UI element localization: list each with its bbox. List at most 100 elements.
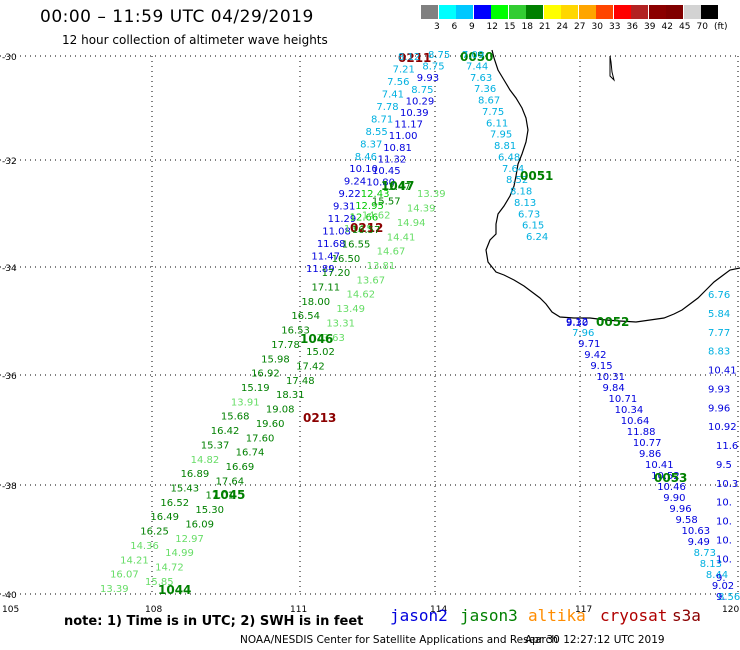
satellite-legend-s3a: s3a: [672, 606, 701, 625]
wave-height-label: 9.: [716, 592, 726, 603]
map-title: 00:00 – 11:59 UTC 04/29/2019: [40, 7, 314, 27]
wave-height-label: 14.72: [155, 562, 184, 573]
scale-label: 33: [609, 22, 621, 32]
scale-swatch: [613, 5, 631, 19]
satellite-legend-jason3: jason3: [460, 606, 518, 625]
wave-height-label: 10.34: [615, 405, 644, 416]
wave-height-label: 11.32: [378, 154, 407, 165]
wave-height-label: 15.85: [145, 577, 174, 588]
wave-height-label: 7.21: [393, 64, 415, 75]
wave-height-label: 15.43: [171, 484, 200, 495]
wave-height-label: 16.53: [281, 326, 310, 337]
lon-tick-label: 117: [575, 605, 592, 615]
scale-swatch: [578, 5, 596, 19]
wave-height-label: 9.30: [566, 318, 588, 329]
wave-height-label: 16.74: [236, 448, 265, 459]
wave-height-label: 9.93: [417, 73, 439, 84]
wave-height-label: 13.91: [231, 397, 260, 408]
wave-height-label: 9.49: [688, 537, 710, 548]
lat-tick-label: -32: [2, 157, 17, 167]
wave-height-label: 16.89: [181, 469, 210, 480]
wave-height-label: 6.48: [498, 152, 520, 163]
wave-height-label: 7.09: [462, 50, 484, 61]
lon-tick-label: 111: [290, 605, 307, 615]
wave-height-label: 10.10: [349, 164, 378, 175]
lat-tick-label: -34: [2, 264, 17, 274]
wave-height-label: 13.15: [344, 224, 373, 235]
wave-height-label: 19.08: [266, 405, 295, 416]
lat-tick-label: -36: [2, 372, 17, 382]
wave-height-label: 17.11: [312, 283, 341, 294]
wave-height-label: 7.56: [387, 77, 409, 88]
wave-height-label: 11.00: [389, 131, 418, 142]
wave-height-label: 8.81: [494, 141, 516, 152]
lon-tick-label: 114: [430, 605, 447, 615]
wave-height-label: 10.63: [682, 526, 711, 537]
scale-label: 15: [504, 22, 516, 32]
scale-swatch: [508, 5, 526, 19]
pass-time-label: 0211: [398, 51, 431, 65]
pass-time-label: 0051: [520, 169, 553, 183]
wave-height-label: 10.81: [383, 143, 412, 154]
wave-height-label: 10.41: [645, 460, 674, 471]
wave-height-label: 7.75: [482, 107, 504, 118]
wave-height-label: 10.64: [621, 416, 650, 427]
satellite-legend-altika: altika: [528, 606, 586, 625]
scale-label: 18: [521, 22, 533, 32]
wave-height-label: 17.42: [296, 361, 325, 372]
wave-height-label: 7.44: [466, 61, 488, 72]
wave-height-label: 14.21: [120, 555, 149, 566]
pass-time-label: 0213: [303, 411, 336, 425]
wave-height-label: 19.60: [256, 419, 285, 430]
wave-height-label: 15.37: [201, 440, 230, 451]
wave-height-label: 9.22: [338, 189, 360, 200]
scale-swatch: [701, 5, 718, 19]
scale-label: 27: [574, 22, 586, 32]
scale-label: 24: [556, 22, 568, 32]
wave-height-label: 17.01: [205, 491, 234, 502]
lon-tick-label: 108: [145, 605, 162, 615]
footer-note-row: note: 1) Time is in UTC; 2) SWH is in fe…: [64, 610, 363, 629]
wave-height-label: 13.67: [357, 275, 386, 286]
track-t1b: 8.758.759.938.7510.2910.3911.1711.0010.8…: [344, 50, 450, 235]
wave-height-label: 10.52: [651, 471, 680, 482]
wave-height-label: 11.47: [311, 252, 340, 263]
wave-height-label: 8.44: [706, 570, 728, 581]
wave-height-label: 9.58: [675, 515, 697, 526]
wave-height-label: 8.52: [506, 175, 528, 186]
track-t4: 9.30 00529.127.969.719.429.1510.319.8410.…: [566, 315, 740, 603]
wave-height-label: 6.73: [518, 209, 540, 220]
map-subtitle: 12 hour collection of altimeter wave hei…: [62, 33, 328, 47]
scale-swatch: [491, 5, 508, 19]
scale-label: 30: [591, 22, 603, 32]
scale-swatch: [648, 5, 666, 19]
wave-height-label: 9.71: [578, 339, 600, 350]
wave-height-label: 9.5: [716, 460, 732, 471]
wave-height-label: 14.41: [387, 232, 416, 243]
wave-height-label: 11.6: [716, 441, 738, 452]
pass-time-label: 0050: [460, 50, 493, 64]
wave-height-label: 11.17: [394, 120, 423, 131]
wave-height-label: 9.31: [333, 202, 355, 213]
wave-height-label: 16.25: [140, 527, 169, 538]
footer-note: note: 1) Time is in UTC; 2) SWH is in fe…: [64, 614, 364, 629]
scale-swatch: [631, 5, 648, 19]
wave-height-label: 8.55: [366, 127, 388, 138]
wave-height-label: 10.46: [657, 482, 686, 493]
lat-tick-label: -38: [2, 482, 17, 492]
wave-height-label: 13.31: [326, 318, 355, 329]
wave-height-label: 7.95: [490, 130, 512, 141]
scale-swatch: [543, 5, 561, 19]
wave-height-label: 8.13: [514, 198, 536, 209]
track-t6: 0213: [303, 411, 336, 425]
wave-height-label: 10.92: [708, 422, 737, 433]
scale-label: 12: [486, 22, 498, 32]
wave-height-label: 8.13: [700, 559, 722, 570]
wave-height-label: 7.96: [572, 328, 594, 339]
scale-label: (ft): [714, 22, 728, 32]
scale-swatch: [561, 5, 578, 19]
wave-height-label: 6.76: [708, 290, 730, 301]
track-t2: 00507.097.447.637.368.677.756.117.958.81…: [460, 50, 553, 243]
